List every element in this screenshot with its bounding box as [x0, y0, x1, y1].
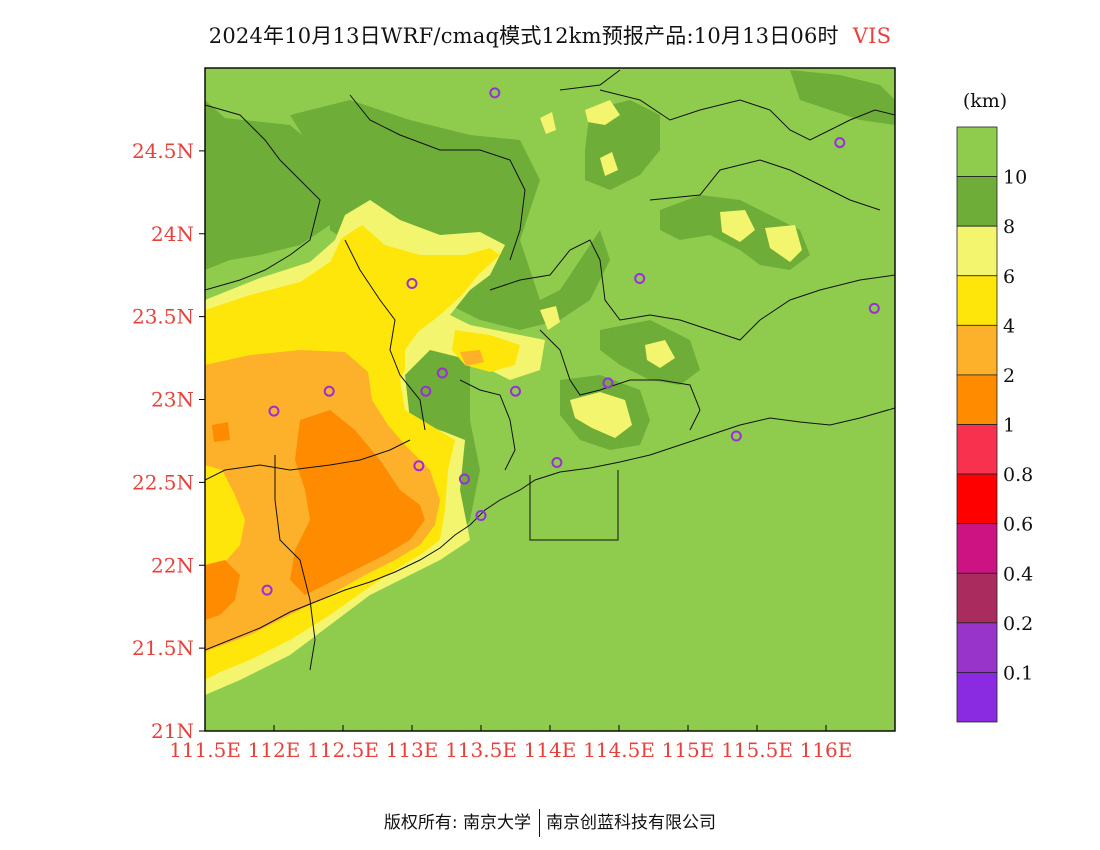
vis-8km-region-band — [290, 100, 610, 330]
y-tick-label: 21.5N — [132, 636, 194, 660]
legend-label: 0.6 — [1003, 514, 1033, 536]
legend-color-box — [956, 225, 998, 277]
x-tick-label: 113.5E — [445, 738, 517, 762]
vis-8km-region-northeast — [790, 70, 895, 125]
y-tick-label: 21N — [151, 719, 194, 743]
station-marker — [436, 367, 448, 379]
x-tick-label: 112.5E — [307, 738, 379, 762]
legend-color-box — [956, 572, 998, 624]
legend-label: 0.8 — [1003, 464, 1033, 486]
vis-8km-region-north — [205, 68, 340, 270]
legend-color-box — [956, 523, 998, 574]
footer-left: 版权所有: 南京大学 — [383, 813, 532, 833]
x-tick-label: 116E — [800, 738, 853, 762]
y-axis: 21N 21.5N 22N 22.5N 23N 23.5N 24N 24.5N — [132, 139, 205, 743]
y-tick-label: 23N — [151, 388, 194, 412]
legend-label: 8 — [1003, 216, 1015, 238]
legend-label: 1 — [1003, 415, 1015, 437]
footer-credits: 版权所有: 南京大学 南京创蓝科技有限公司 — [0, 808, 1100, 837]
color-legend: (km) 10 8 6 4 2 1 0.8 0.6 0.4 0.2 0.1 — [956, 90, 1033, 723]
legend-color-box — [956, 374, 998, 425]
x-axis: 111.5E 112E 112.5E 113E 113.5E 114E 114.5E 115E… — [169, 725, 852, 762]
x-tick-label: 114E — [524, 738, 577, 762]
x-tick-label: 111.5E — [169, 738, 241, 762]
legend-unit: (km) — [963, 90, 1007, 112]
vis-6km-region-south — [570, 392, 632, 438]
legend-color-box — [956, 473, 998, 525]
y-tick-label: 24.5N — [132, 139, 194, 163]
station-marker — [413, 460, 425, 472]
x-tick-label: 113E — [386, 738, 439, 762]
legend-label: 10 — [1003, 167, 1027, 189]
coastline-and-boundaries — [205, 69, 895, 671]
legend-label: 0.2 — [1003, 613, 1033, 635]
y-tick-label: 22.5N — [132, 470, 194, 494]
station-marker — [868, 302, 880, 314]
title-variable: VIS — [852, 24, 892, 48]
legend-color-box — [956, 424, 998, 475]
vis-1km-region-center — [290, 410, 425, 595]
vis-2km-region-spot — [460, 350, 484, 366]
y-tick-label: 24N — [151, 222, 194, 246]
vis-6km-region-east-2 — [765, 225, 802, 262]
vis-1km-region-west — [205, 560, 240, 620]
chart-title: 2024年10月13日WRF/cmaq模式12km预报产品:10月13日06时 V… — [0, 20, 1100, 50]
station-marker — [406, 277, 418, 289]
station-marker — [458, 473, 470, 485]
station-marker — [268, 405, 280, 417]
station-marker — [261, 584, 273, 596]
vis-6km-region-dongguan — [540, 306, 560, 330]
station-marker — [510, 385, 521, 397]
legend-label: 6 — [1003, 266, 1015, 288]
legend-color-box — [956, 622, 998, 673]
station-marker — [634, 273, 646, 285]
legend-label: 0.4 — [1003, 563, 1033, 585]
y-tick-label: 23.5N — [132, 305, 194, 329]
y-tick-label: 22N — [151, 553, 194, 577]
legend-color-box — [956, 126, 998, 177]
x-tick-label: 115.5E — [721, 738, 793, 762]
footer-separator — [539, 809, 541, 837]
vis-6km-region-east-1 — [720, 210, 755, 242]
map-plot-area — [205, 68, 895, 731]
station-marker — [834, 137, 846, 149]
legend-color-box — [956, 176, 998, 227]
station-marker — [475, 510, 487, 522]
x-tick-label: 114.5E — [583, 738, 655, 762]
station-marker — [420, 385, 432, 397]
station-marker — [730, 430, 742, 442]
footer-right: 南京创蓝科技有限公司 — [546, 813, 717, 833]
station-marker — [551, 456, 563, 468]
legend-color-box — [956, 275, 998, 326]
legend-label: 0.1 — [1003, 662, 1033, 684]
station-marker — [602, 377, 614, 389]
legend-label: 2 — [1003, 365, 1015, 387]
station-marker — [489, 87, 501, 99]
station-marker — [323, 385, 335, 397]
vis-6km-region-small-2 — [600, 152, 618, 176]
x-tick-label: 112E — [248, 738, 301, 762]
legend-label: 4 — [1003, 315, 1015, 337]
station-markers — [261, 87, 880, 596]
vis-1km-region-spot — [212, 422, 230, 442]
vis-6km-region-small-1 — [540, 112, 556, 134]
legend-color-box — [956, 324, 998, 376]
title-main: 2024年10月13日WRF/cmaq模式12km预报产品:10月13日06时 — [208, 24, 839, 48]
x-tick-label: 115E — [662, 738, 715, 762]
vis-6km-region-huizhou — [645, 340, 675, 368]
vis-6km-region-north-spot — [585, 100, 620, 125]
legend-color-box — [956, 672, 998, 723]
